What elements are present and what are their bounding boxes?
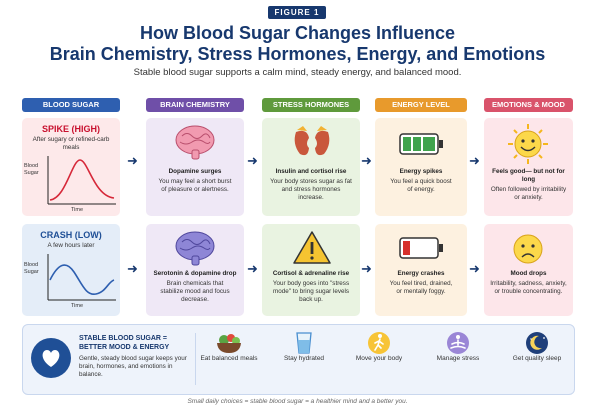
spike-mood-title: Feels good— but not for long bbox=[492, 168, 565, 183]
water-glass-icon bbox=[296, 332, 312, 354]
habit-label: Move your body bbox=[355, 355, 403, 362]
brain-icon bbox=[175, 125, 215, 160]
spike-energy-text: You feel a quick boost of energy. bbox=[390, 178, 452, 193]
habit-stay-hydrated: Stay hydrated bbox=[274, 331, 334, 363]
arrow-right-icon: ➜ bbox=[247, 153, 258, 168]
spike-mood-card: Feels good— but not for long Often follo… bbox=[484, 118, 573, 216]
spike-stress-card: Insulin and cortisol rise Your body stor… bbox=[262, 118, 360, 216]
habit-manage-stress: Manage stress bbox=[428, 331, 488, 363]
crash-curve-graph bbox=[47, 254, 116, 301]
spike-title: SPIKE (HIGH) bbox=[41, 124, 100, 134]
stable-blood-sugar-panel: STABLE BLOOD SUGAR = BETTER MOOD & ENERG… bbox=[22, 324, 575, 395]
arrow-right-icon: ➜ bbox=[469, 153, 480, 168]
crash-stress-text: Your body goes into "stress mode" to bri… bbox=[272, 280, 350, 303]
spike-energy-title: Energy spikes bbox=[399, 168, 443, 175]
low-battery-icon bbox=[399, 237, 443, 259]
arrow-right-icon: ➜ bbox=[469, 261, 480, 276]
stable-title: STABLE BLOOD SUGAR = BETTER MOOD & ENERG… bbox=[79, 335, 170, 351]
arrow-right-icon: ➜ bbox=[247, 261, 258, 276]
column-header-energy-level: ENERGY LEVEL bbox=[375, 98, 467, 112]
spike-mood-text: Often followed by irritability or anxiet… bbox=[490, 186, 567, 201]
crash-y-label: Blood Sugar bbox=[24, 262, 39, 275]
arrow-right-icon: ➜ bbox=[127, 153, 138, 168]
crash-brain-card: Serotonin & dopamine drop Brain chemical… bbox=[146, 224, 244, 316]
habit-label: Get quality sleep bbox=[512, 355, 562, 362]
crash-graph-card: CRASH (LOW) A few hours later Blood Suga… bbox=[22, 224, 120, 316]
crash-stress-title: Cortisol & adrenaline rise bbox=[272, 270, 350, 277]
arrow-right-icon: ➜ bbox=[127, 261, 138, 276]
crash-energy-card: Energy crashes You feel tired, drained, … bbox=[375, 224, 467, 316]
spike-stress-text: Your body stores sugar as fat and stress… bbox=[270, 178, 352, 201]
moon-icon bbox=[526, 332, 548, 354]
habit-eat-balanced: Eat balanced meals bbox=[199, 331, 259, 363]
habit-label: Manage stress bbox=[436, 355, 480, 362]
habit-quality-sleep: Get quality sleep bbox=[507, 331, 567, 363]
crash-energy-text: You feel tired, drained, or mentally fog… bbox=[389, 280, 453, 295]
spike-brain-card: Dopamine surges You may feel a short bur… bbox=[146, 118, 244, 216]
spike-graph-card: SPIKE (HIGH) After sugary or refined-car… bbox=[22, 118, 120, 216]
crash-energy-title: Energy crashes bbox=[397, 270, 445, 277]
stable-text: Gentle, steady blood sugar keeps your br… bbox=[79, 355, 187, 378]
salad-bowl-icon bbox=[217, 334, 241, 353]
crash-note: A few hours later bbox=[47, 242, 95, 249]
spike-y-label: Blood Sugar bbox=[24, 163, 39, 176]
crash-brain-text: Brain chemicals that stabilize mood and … bbox=[160, 280, 230, 303]
figure-badge: FIGURE 1 bbox=[268, 6, 326, 19]
spike-brain-text: You may feel a short burst of pleasure o… bbox=[158, 178, 232, 193]
arrow-right-icon: ➜ bbox=[361, 153, 372, 168]
happy-face-icon bbox=[508, 124, 548, 164]
sad-face-icon bbox=[513, 234, 543, 264]
subtitle: Stable blood sugar supports a calm mind,… bbox=[133, 67, 462, 78]
warning-icon bbox=[293, 231, 331, 264]
footer-caption: Small daily choices = stable blood sugar… bbox=[187, 398, 408, 405]
brain-icon bbox=[175, 231, 215, 266]
spike-curve-graph bbox=[47, 156, 116, 205]
arrow-right-icon: ➜ bbox=[361, 261, 372, 276]
habit-move-body: Move your body bbox=[349, 331, 409, 363]
spike-brain-title: Dopamine surges bbox=[168, 168, 222, 175]
crash-mood-text: Irritability, sadness, anxiety, or troub… bbox=[490, 280, 567, 295]
walking-person-icon bbox=[368, 332, 390, 354]
crash-stress-card: Cortisol & adrenaline rise Your body goe… bbox=[262, 224, 360, 316]
heart-badge bbox=[31, 338, 71, 378]
crash-x-label: Time bbox=[70, 303, 84, 309]
column-header-blood-sugar: BLOOD SUGAR bbox=[22, 98, 120, 112]
spike-x-label: Time bbox=[70, 207, 84, 213]
habit-label: Eat balanced meals bbox=[200, 355, 258, 362]
title-line-2: Brain Chemistry, Stress Hormones, Energy… bbox=[49, 44, 546, 64]
habit-label: Stay hydrated bbox=[283, 355, 325, 362]
heart-icon bbox=[42, 350, 60, 367]
spike-note: After sugary or refined-carb meals bbox=[32, 136, 110, 151]
title-line-1: How Blood Sugar Changes Influence bbox=[139, 23, 456, 43]
spike-energy-card: Energy spikes You feel a quick boost of … bbox=[375, 118, 467, 216]
kidneys-icon bbox=[294, 126, 330, 156]
column-header-brain-chemistry: BRAIN CHEMISTRY bbox=[146, 98, 244, 112]
crash-brain-title: Serotonin & dopamine drop bbox=[153, 270, 237, 277]
spike-stress-title: Insulin and cortisol rise bbox=[275, 168, 347, 175]
divider bbox=[195, 333, 196, 385]
crash-mood-card: Mood drops Irritability, sadness, anxiet… bbox=[484, 224, 573, 316]
meditation-icon bbox=[447, 332, 469, 354]
crash-mood-title: Mood drops bbox=[510, 270, 547, 277]
column-header-stress-hormones: STRESS HORMONES bbox=[262, 98, 360, 112]
crash-title: CRASH (LOW) bbox=[40, 230, 102, 240]
column-header-emotions-mood: EMOTIONS & MOOD bbox=[484, 98, 573, 112]
full-battery-icon bbox=[399, 133, 443, 155]
